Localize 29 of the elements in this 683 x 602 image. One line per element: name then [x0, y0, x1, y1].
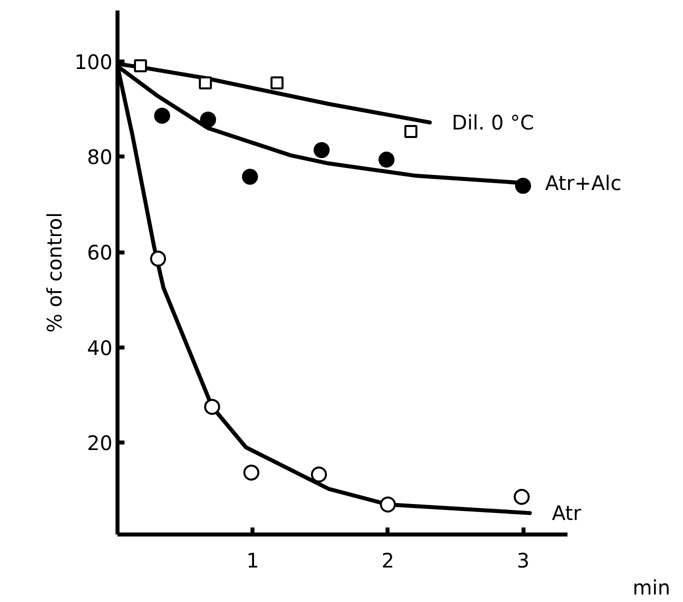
series-label: Atr — [552, 501, 582, 526]
point — [198, 76, 212, 90]
point — [150, 250, 166, 267]
series-label: Dil. 0 °C — [452, 110, 534, 134]
point — [200, 112, 216, 128]
y-tick-label: 40 — [87, 336, 113, 360]
y-tick-label: 60 — [87, 240, 113, 265]
point — [270, 76, 284, 90]
point — [243, 464, 260, 481]
point — [242, 168, 258, 185]
point — [314, 142, 330, 158]
point — [154, 108, 170, 124]
point — [380, 496, 396, 512]
y-tick-label: 100 — [74, 50, 113, 74]
y-axis-title: % of control — [42, 212, 66, 333]
x-tick-label: 1 — [246, 548, 260, 572]
point — [378, 152, 395, 168]
point — [514, 488, 530, 505]
point — [404, 124, 418, 138]
y-tick-label: 20 — [87, 431, 113, 456]
series-label: Atr+Alc — [545, 170, 622, 195]
point — [204, 398, 220, 415]
x-tick-label: 2 — [382, 548, 394, 572]
x-tick-label: 3 — [516, 548, 530, 572]
point — [310, 466, 327, 482]
x-axis-title: min — [632, 576, 670, 600]
y-tick-label: 80 — [87, 145, 113, 170]
point — [515, 178, 532, 194]
point — [134, 59, 147, 72]
